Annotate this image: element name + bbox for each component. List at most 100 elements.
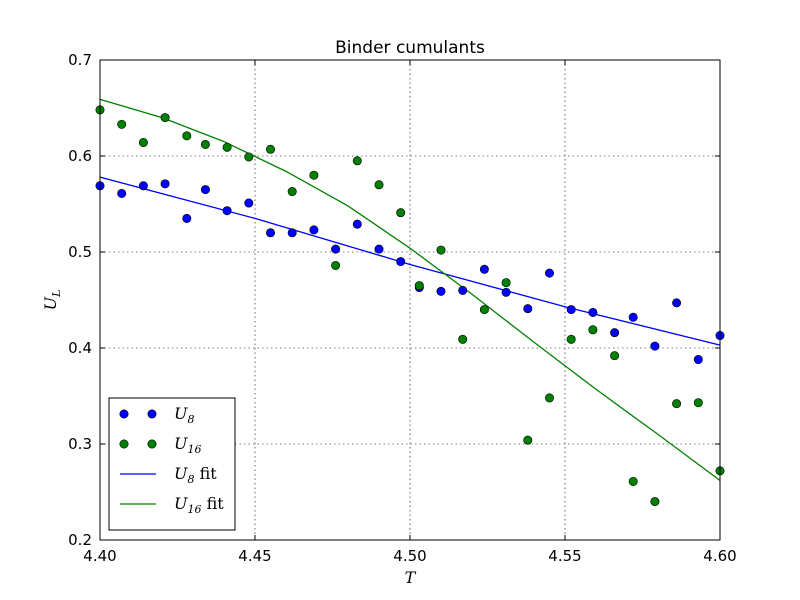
legend-label-main: U [174,464,188,483]
point-u-8 [352,219,362,229]
x-tick-label: 4.50 [393,547,426,565]
y-tick-label: 0.4 [68,339,92,357]
legend-label: U16 fit [174,494,224,516]
legend-marker [119,409,129,419]
point-u-16 [244,152,254,162]
legend-label: U8 [174,404,194,426]
point-u-8 [479,264,489,274]
point-u-16 [544,393,554,403]
x-tick-label: 4.40 [83,547,116,565]
point-u-8 [628,312,638,322]
legend-label-sub: 8 [187,413,194,426]
point-u-8 [566,305,576,315]
y-tick-label: 0.2 [68,531,92,549]
series-line-u-16-fit [99,98,721,482]
series-u-16 [95,105,725,507]
point-u-16 [414,281,424,291]
point-u-8 [610,328,620,338]
legend-label-sub: 8 [187,473,194,486]
x-tick-label: 4.60 [703,547,736,565]
legend-marker [147,439,157,449]
y-tick-label: 0.5 [68,243,92,261]
point-u-8 [523,304,533,314]
point-u-16 [501,278,511,288]
point-u-16 [523,435,533,445]
point-u-8 [501,287,511,297]
y-tick-label: 0.3 [68,435,92,453]
legend-label-main: U [174,404,188,423]
point-u-16 [138,138,148,148]
point-u-8 [693,355,703,365]
point-u-8 [374,244,384,254]
point-u-16 [309,170,319,180]
point-u-16 [588,325,598,335]
point-u-8 [309,225,319,235]
point-u-8 [544,268,554,278]
point-u-8 [650,341,660,351]
legend-box [108,397,236,531]
data-points [95,105,725,507]
y-axis-label-text: UL [41,290,63,311]
point-u-16 [200,139,210,149]
point-u-16 [117,119,127,129]
legend-label-suffix: fit [194,464,217,483]
point-u-16 [672,399,682,409]
x-tick-label: 4.55 [548,547,581,565]
point-u-8 [331,244,341,254]
point-u-8 [182,213,192,223]
point-u-8 [672,298,682,308]
point-u-16 [287,187,297,197]
y-tick-label: 0.7 [68,51,92,69]
y-axis-label-main: U [41,296,60,310]
point-u-8 [244,198,254,208]
point-u-16 [693,398,703,408]
point-u-8 [265,228,275,238]
point-u-16 [610,351,620,361]
x-tick-label: 4.45 [238,547,271,565]
point-u-16 [396,208,406,218]
fit-lines [99,98,721,482]
legend-label: U8 fit [174,464,217,486]
point-u-8 [458,285,468,295]
point-u-8 [200,185,210,195]
legend-label-main: U [174,434,188,453]
point-u-8 [287,228,297,238]
point-u-8 [396,257,406,267]
point-u-16 [650,497,660,507]
point-u-16 [222,142,232,152]
chart-title: Binder cumulants [335,38,485,58]
y-tick-label: 0.6 [68,147,92,165]
legend-marker [119,439,129,449]
point-u-8 [117,188,127,198]
point-u-16 [265,144,275,154]
point-u-8 [160,179,170,189]
point-u-16 [458,334,468,344]
series-line-u-8-fit [99,176,721,346]
gridlines [100,60,720,540]
point-u-16 [628,476,638,486]
legend-label-main: U [174,494,188,513]
legend-label-suffix: fit [201,494,224,513]
legend-label: U16 [174,434,201,456]
point-u-8 [588,307,598,317]
axis-ticks: 4.40 4.45 4.50 4.55 4.60 0.2 0.3 0.4 0.5 0.6 0.7 [68,51,737,565]
point-u-16 [352,156,362,166]
legend-marker [147,409,157,419]
series-u-8 [95,179,725,365]
point-u-8 [222,206,232,216]
legend-label-sub: 16 [187,443,201,456]
point-u-16 [374,180,384,190]
point-u-16 [479,305,489,315]
y-axis-label: UL [41,290,63,311]
point-u-16 [436,245,446,255]
legend-label-sub: 16 [187,503,201,516]
point-u-8 [138,181,148,191]
point-u-8 [436,286,446,296]
x-axis-label: T [405,568,417,587]
point-u-16 [160,113,170,123]
point-u-16 [182,131,192,141]
y-axis-label-subscript: L [50,290,63,298]
point-u-16 [566,334,576,344]
